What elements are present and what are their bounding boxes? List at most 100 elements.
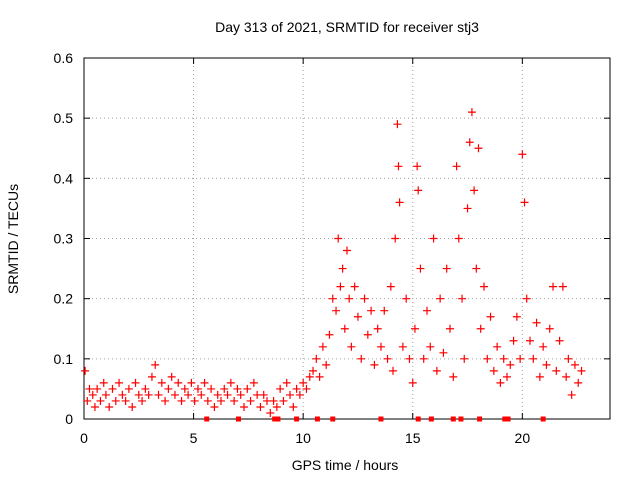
data-point [516, 354, 525, 363]
data-point [502, 372, 511, 381]
data-point [562, 372, 571, 381]
data-point [85, 384, 94, 393]
data-point [486, 312, 495, 321]
data-point [334, 234, 343, 243]
data-point [436, 294, 445, 303]
data-point [467, 108, 476, 117]
data-point [489, 366, 498, 375]
data-point [549, 282, 558, 291]
tick-marks [83, 57, 610, 420]
data-point [555, 336, 564, 345]
data-point [429, 234, 438, 243]
data-point [286, 390, 295, 399]
data-point [233, 384, 242, 393]
data-point [131, 378, 140, 387]
chart-title: Day 313 of 2021, SRMTID for receiver stj… [215, 19, 479, 35]
data-point [115, 378, 124, 387]
data-point [141, 384, 150, 393]
y-tick-label: 0.4 [54, 170, 74, 186]
data-point [426, 342, 435, 351]
data-point [347, 342, 356, 351]
data-point [357, 354, 366, 363]
data-point [105, 402, 114, 411]
data-point [154, 390, 163, 399]
data-point [325, 330, 334, 339]
data-point [309, 366, 318, 375]
data-point [213, 390, 222, 399]
data-point [121, 396, 130, 405]
data-point [483, 354, 492, 363]
x-tick-label: 20 [515, 430, 531, 446]
data-point [446, 324, 455, 333]
data-point [101, 390, 110, 399]
cycle-slip-marker [415, 416, 421, 422]
data-point [506, 360, 515, 369]
data-point [376, 342, 385, 351]
data-point [338, 264, 347, 273]
cycle-slip-marker [450, 416, 456, 422]
data-point [454, 234, 463, 243]
x-tick-label: 5 [190, 430, 198, 446]
data-point [499, 354, 508, 363]
cycle-slip-marker [272, 416, 278, 422]
cycle-slip-marker [428, 416, 434, 422]
data-point [279, 396, 288, 405]
series-cycle-slips [204, 416, 546, 422]
data-point [167, 372, 176, 381]
data-point [128, 402, 137, 411]
x-axis-label: GPS time / hours [292, 457, 399, 473]
data-point [138, 396, 147, 405]
data-point [414, 186, 423, 195]
data-point [332, 306, 341, 315]
cycle-slip-marker [294, 416, 300, 422]
data-point [318, 342, 327, 351]
y-tick-label: 0.6 [54, 50, 74, 66]
data-point [520, 198, 529, 207]
data-point [292, 384, 301, 393]
data-points [81, 108, 586, 422]
data-point [305, 372, 314, 381]
series-srmtid [81, 108, 586, 417]
data-point [567, 390, 576, 399]
data-point [363, 330, 372, 339]
data-point [161, 396, 170, 405]
cycle-slip-marker [378, 416, 384, 422]
data-point [276, 384, 285, 393]
data-point [282, 378, 291, 387]
x-tick-label: 10 [295, 430, 311, 446]
data-point [458, 294, 467, 303]
data-point [266, 408, 275, 417]
data-point [496, 378, 505, 387]
data-point [402, 294, 411, 303]
cycle-slip-marker [540, 416, 546, 422]
data-point [81, 366, 90, 375]
data-point [476, 324, 485, 333]
data-point [336, 282, 345, 291]
data-point [269, 396, 278, 405]
cycle-slip-marker [330, 416, 336, 422]
data-point [93, 384, 102, 393]
data-point [393, 120, 402, 129]
data-point [529, 354, 538, 363]
data-point [398, 342, 407, 351]
y-tick-label: 0.5 [54, 110, 74, 126]
x-tick-label: 15 [405, 430, 421, 446]
data-point [474, 144, 483, 153]
cycle-slip-marker [275, 416, 281, 422]
data-point [315, 372, 324, 381]
data-point [108, 384, 117, 393]
data-point [419, 354, 428, 363]
cycle-slip-marker [314, 416, 320, 422]
data-point [380, 306, 389, 315]
data-point [187, 378, 196, 387]
data-point [522, 294, 531, 303]
data-point [389, 366, 398, 375]
data-point [452, 162, 461, 171]
data-point [147, 372, 156, 381]
data-point [144, 390, 153, 399]
data-point [200, 378, 209, 387]
data-point [512, 312, 521, 321]
data-point [539, 342, 548, 351]
